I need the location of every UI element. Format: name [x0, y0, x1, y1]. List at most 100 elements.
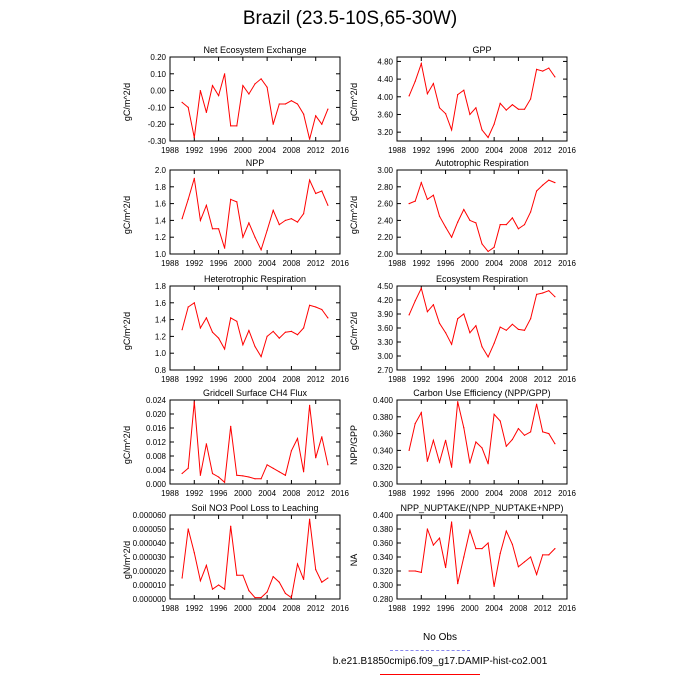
data-point	[554, 548, 556, 550]
data-point	[309, 179, 311, 181]
data-point	[303, 578, 305, 581]
y-axis-label: NPP/GPP	[349, 425, 359, 465]
panel-ecosystem-respiration: Ecosystem Respiration gC/m^2/d 1988 1992 199…	[349, 274, 576, 384]
data-point	[408, 314, 410, 316]
y-tick-label: 2.70	[377, 366, 393, 375]
x-tick-label: 2016	[558, 375, 576, 384]
y-axis-label: gC/m^2/d	[122, 312, 132, 350]
panel-title: NPP_NUPTAKE/(NPP_NUPTAKE+NPP)	[401, 503, 564, 513]
y-tick-label: 0.016	[146, 424, 167, 433]
y-tick-label: 0.000	[146, 480, 167, 489]
x-tick-label: 1996	[437, 604, 455, 613]
x-tick-label: 2008	[510, 259, 528, 268]
data-point	[542, 554, 544, 556]
data-point	[242, 85, 244, 87]
y-tick-label: 0.000020	[133, 567, 167, 576]
data-point	[254, 83, 256, 85]
data-point	[530, 431, 532, 433]
x-tick-label: 2016	[331, 604, 349, 613]
data-point	[199, 580, 201, 582]
page-title: Brazil (23.5-10S,65-30W)	[242, 8, 458, 29]
data-point	[493, 123, 495, 125]
data-point	[236, 474, 238, 476]
y-tick-label: 0.00	[150, 87, 166, 96]
x-tick-label: 1992	[185, 146, 203, 155]
y-tick-label: 0.360	[373, 539, 394, 548]
data-point	[278, 103, 280, 105]
panel-title: Soil NO3 Pool Loss to Leaching	[191, 503, 318, 513]
series-line	[408, 61, 556, 139]
panel-title: Gridcell Surface CH4 Flux	[203, 388, 308, 398]
x-tick-label: 1996	[210, 146, 228, 155]
data-point	[181, 577, 183, 579]
data-point	[266, 86, 268, 88]
data-point	[420, 571, 422, 574]
data-point	[517, 328, 520, 330]
plot-frame	[396, 56, 568, 142]
data-point	[296, 437, 299, 440]
data-point	[438, 107, 441, 109]
series-line	[181, 301, 329, 358]
x-tick-label: 2008	[510, 375, 528, 384]
data-point	[211, 85, 214, 87]
data-point	[199, 90, 201, 92]
data-point	[290, 450, 292, 452]
data-point	[536, 403, 538, 405]
y-tick-label: 0.024	[146, 396, 167, 405]
y-tick-label: 2.00	[377, 250, 393, 259]
y-axis-label: gC/m^2/d	[349, 83, 359, 121]
data-point	[303, 213, 305, 215]
data-point	[451, 521, 453, 523]
y-tick-label: 0.012	[146, 438, 167, 447]
data-point	[193, 137, 195, 139]
x-tick-label: 2000	[234, 375, 252, 384]
legend-item-model-run: b.e21.B1850cmip6.f09_g17.DAMIP-hist-co2.…	[300, 656, 580, 667]
data-point	[451, 466, 453, 468]
y-tick-label: 1.6	[155, 200, 167, 209]
data-point	[187, 198, 189, 200]
data-point	[499, 552, 501, 555]
x-tick-label: 1988	[161, 604, 179, 613]
x-tick-label: 2000	[234, 604, 252, 613]
data-point	[414, 570, 416, 572]
x-tick-label: 2016	[331, 146, 349, 155]
data-point	[266, 229, 268, 232]
x-tick-label: 2012	[307, 375, 325, 384]
data-point	[272, 467, 274, 469]
x-tick-label: 1988	[161, 489, 179, 498]
data-point	[493, 585, 495, 588]
x-tick-label: 2012	[307, 259, 325, 268]
data-point	[487, 136, 489, 139]
data-point	[181, 101, 183, 103]
x-tick-label: 1996	[210, 604, 228, 613]
data-point	[451, 129, 453, 131]
x-tick-label: 2008	[283, 259, 301, 268]
data-point	[224, 73, 226, 75]
data-point	[493, 413, 495, 415]
data-point	[457, 318, 459, 320]
x-tick-label: 1996	[437, 375, 455, 384]
data-point	[296, 563, 299, 565]
y-tick-label: 0.020	[146, 410, 167, 419]
data-point	[505, 530, 507, 532]
x-tick-label: 1988	[161, 259, 179, 268]
plot-frame	[169, 169, 341, 255]
y-tick-label: 0.000000	[133, 595, 167, 604]
data-point	[481, 129, 483, 131]
data-point	[284, 219, 286, 221]
y-tick-label: 0.300	[373, 581, 394, 590]
y-tick-label: 0.360	[373, 430, 394, 439]
data-point	[296, 334, 299, 336]
data-point	[511, 217, 513, 219]
data-point	[445, 439, 447, 441]
data-point	[475, 325, 477, 327]
y-tick-label: 1.0	[155, 250, 167, 259]
data-point	[554, 296, 556, 298]
y-axis-label: gC/m^2/d	[122, 196, 132, 234]
series-line	[409, 521, 556, 587]
x-tick-label: 2008	[510, 489, 528, 498]
data-point	[505, 329, 507, 331]
x-tick-label: 2004	[258, 375, 276, 384]
x-tick-label: 1996	[437, 259, 455, 268]
data-point	[327, 108, 329, 110]
